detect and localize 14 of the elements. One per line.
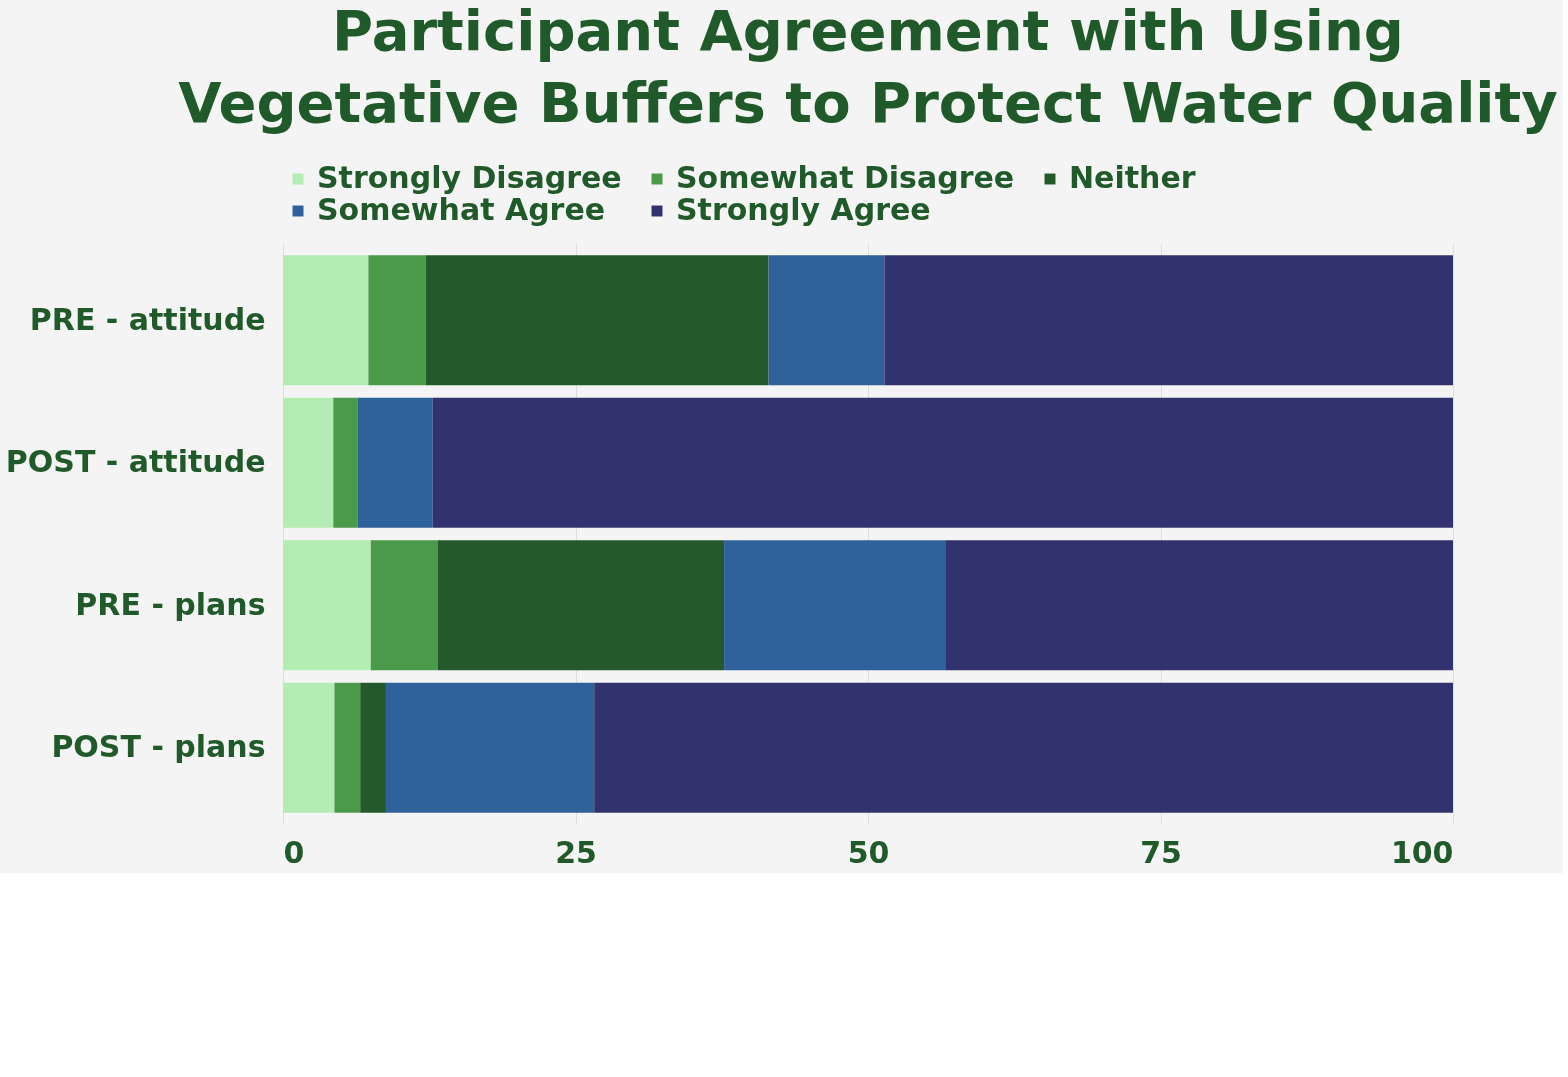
x-tick-label: 25 bbox=[555, 834, 597, 870]
x-tick-label: 0 bbox=[283, 834, 305, 870]
y-tick-label: POST - plans bbox=[51, 729, 266, 765]
legend-label: Strongly Disagree bbox=[317, 160, 622, 195]
x-tick-label: 100 bbox=[1390, 834, 1454, 870]
legend-label: Strongly Agree bbox=[676, 192, 931, 227]
x-tick-label: 50 bbox=[847, 834, 890, 870]
y-tick-label: PRE - plans bbox=[75, 586, 266, 622]
y-tick-label: POST - attitude bbox=[5, 444, 266, 480]
legend-label: Somewhat Disagree bbox=[676, 160, 1015, 195]
x-tick-label: 75 bbox=[1140, 834, 1182, 870]
y-tick-label: PRE - attitude bbox=[29, 301, 266, 337]
legend-label: Neither bbox=[1069, 160, 1196, 195]
chart-title: Participant Agreement with Using Vegetative Buffers to Protect Water Quality bbox=[178, 0, 1558, 135]
